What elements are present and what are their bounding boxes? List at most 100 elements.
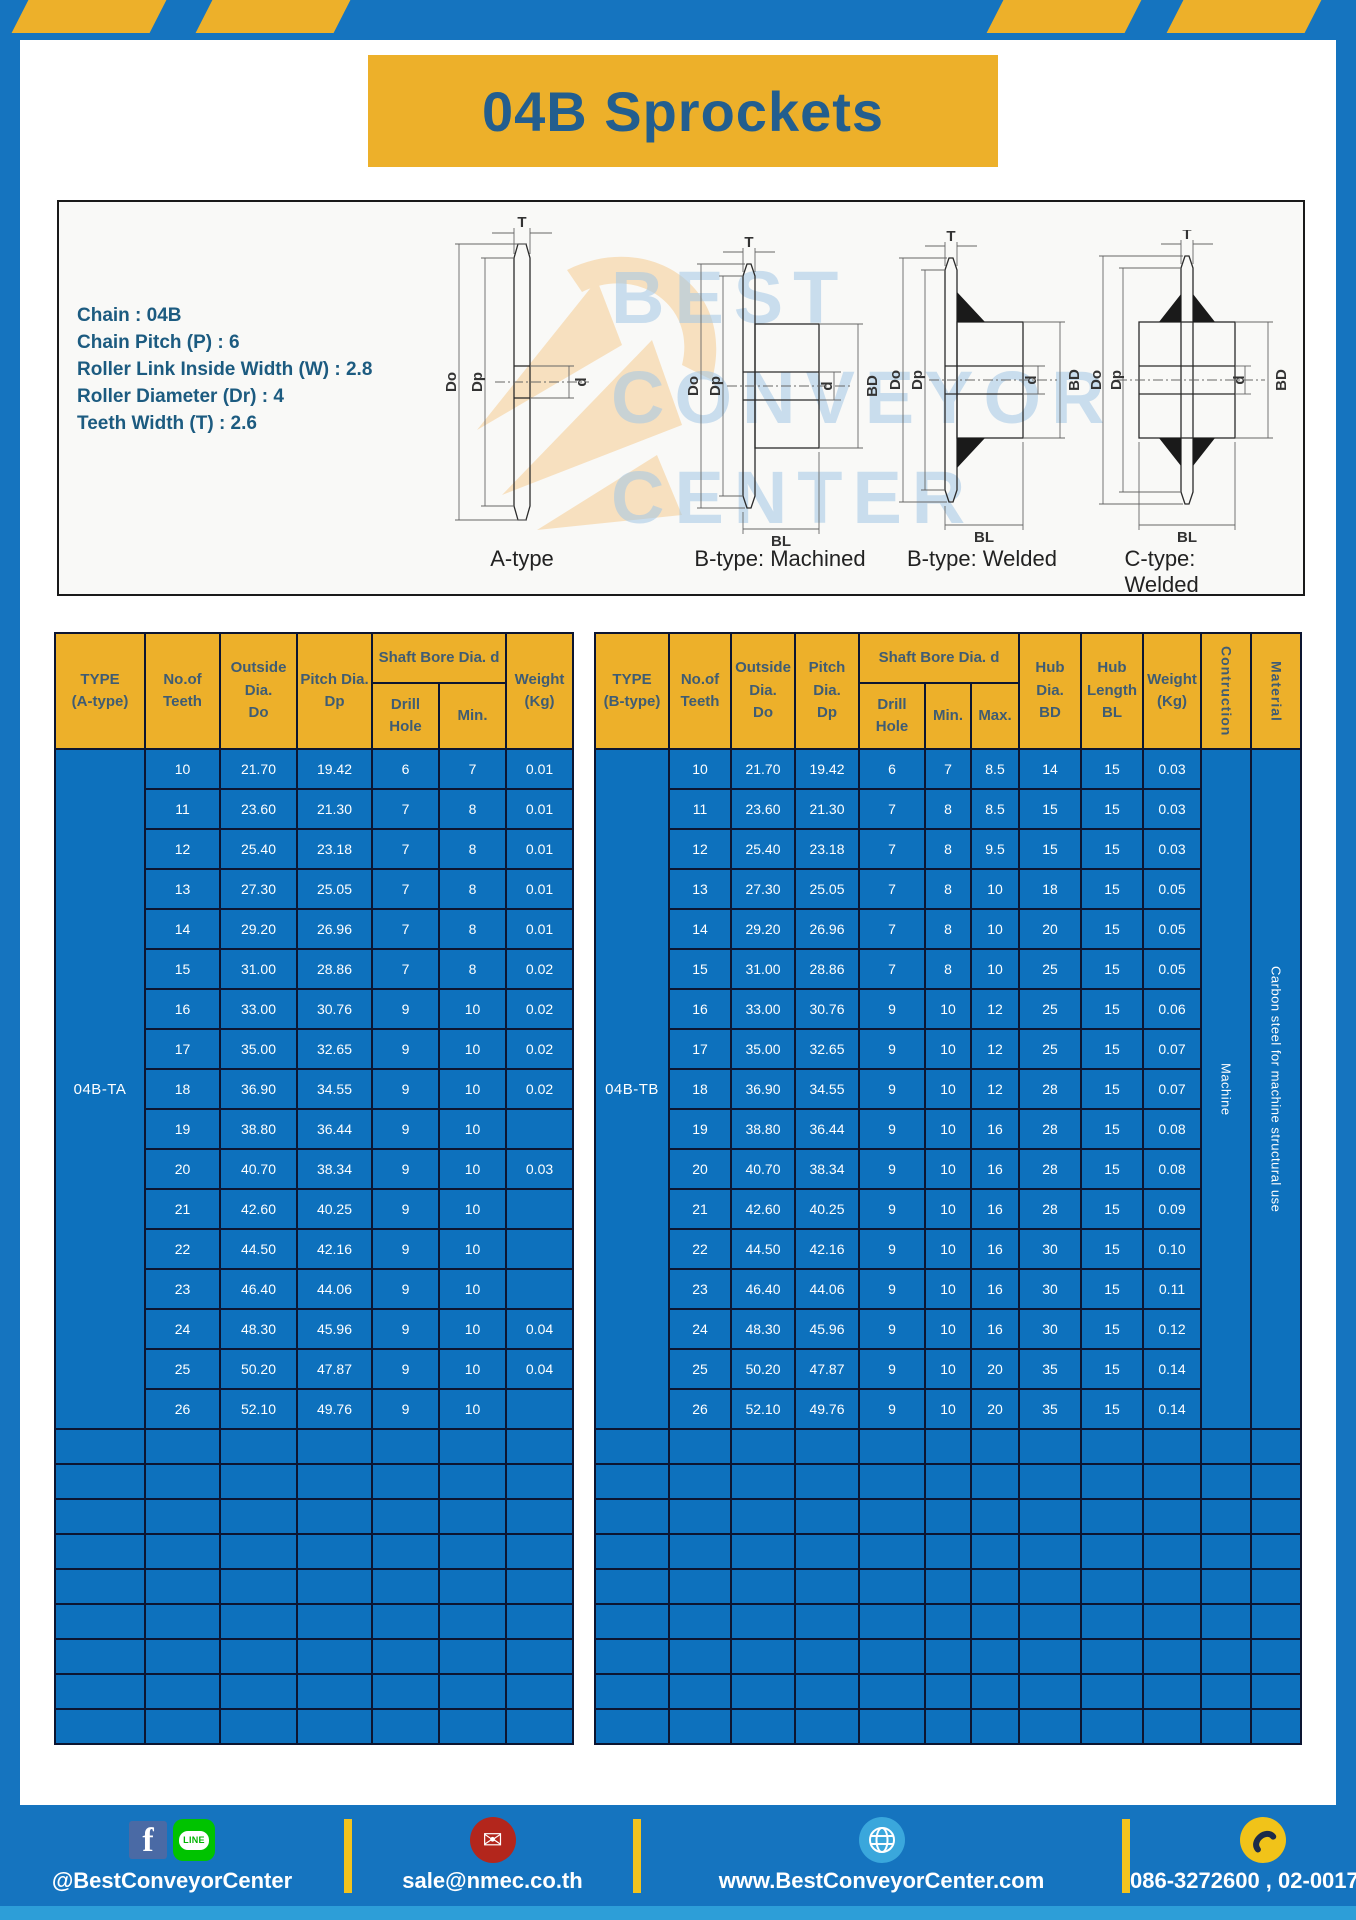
table-row: 15 31.00 28.86 7 8 10 25 15 0.05	[595, 948, 1301, 990]
empty-cell	[668, 1673, 732, 1710]
data-cell: 45.96	[794, 1308, 860, 1350]
col-header-hub-dia: Hub Dia. BD	[1018, 632, 1082, 750]
empty-cell	[858, 1428, 926, 1465]
data-cell: 6	[371, 748, 440, 790]
data-cell: 12	[970, 988, 1020, 1030]
dim-label-t: T	[517, 214, 526, 231]
data-cell: 40.70	[730, 1148, 796, 1190]
empty-cell	[858, 1638, 926, 1675]
empty-cell	[437, 1498, 508, 1535]
dim-label-bl: BL	[771, 533, 791, 548]
empty-cell	[219, 1673, 298, 1710]
data-cell: 24	[144, 1308, 221, 1350]
data-cell: 25.40	[219, 828, 298, 870]
empty-cell	[668, 1498, 732, 1535]
table-row: 11 23.60 21.30 7 8 8.5 15 15 0.03	[595, 788, 1301, 830]
data-cell: 10	[668, 748, 732, 790]
data-cell: 12	[144, 828, 221, 870]
data-cell: 19	[144, 1108, 221, 1150]
empty-cell	[1018, 1603, 1082, 1640]
data-cell: 7	[371, 908, 440, 950]
data-cell: 49.76	[794, 1388, 860, 1430]
data-cell: 21	[668, 1188, 732, 1230]
data-cell: 10	[924, 1388, 972, 1430]
empty-cell	[730, 1603, 796, 1640]
empty-cell	[1018, 1708, 1082, 1745]
empty-cell	[144, 1463, 221, 1500]
data-cell: 25	[668, 1348, 732, 1390]
empty-cell	[1142, 1708, 1202, 1745]
empty-cell	[1018, 1638, 1082, 1675]
data-cell: 9	[858, 1348, 926, 1390]
data-cell: 19	[668, 1108, 732, 1150]
data-cell: 18	[668, 1068, 732, 1110]
data-cell: 7	[371, 868, 440, 910]
empty-table-row	[594, 1533, 1302, 1570]
empty-cell	[1018, 1428, 1082, 1465]
data-cell: 23.18	[296, 828, 373, 870]
empty-cell	[219, 1428, 298, 1465]
data-cell: 15	[1080, 988, 1144, 1030]
data-cell: 9	[858, 1068, 926, 1110]
empty-cell	[219, 1708, 298, 1745]
table-row: 18 36.90 34.55 9 10 0.02	[55, 1068, 575, 1110]
col-header-shaft-bore: Shaft Bore Dia. d	[858, 632, 1020, 684]
data-cell: 38.80	[730, 1108, 796, 1150]
empty-cell	[668, 1428, 732, 1465]
empty-cell	[296, 1603, 373, 1640]
empty-cell	[970, 1638, 1020, 1675]
empty-cell	[1080, 1498, 1144, 1535]
data-cell: 44.06	[296, 1268, 373, 1310]
data-cell: 7	[371, 948, 440, 990]
empty-cell	[594, 1498, 670, 1535]
table-row: 04B-TB 10 21.70 19.42 6 7 8.5 14 15 0.03 Machine Ca…	[594, 748, 1302, 1430]
data-cell: 25	[1018, 948, 1082, 990]
phone-icon	[1239, 1817, 1286, 1863]
empty-cell	[296, 1673, 373, 1710]
empty-cell	[437, 1638, 508, 1675]
dim-label-bd: BD	[1273, 369, 1287, 391]
empty-cell	[924, 1568, 972, 1605]
data-cell: 28	[1018, 1108, 1082, 1150]
caption-c-welded: C-type: Welded	[1124, 546, 1199, 596]
empty-table-row	[54, 1568, 575, 1605]
empty-cell	[730, 1533, 796, 1570]
empty-cell	[54, 1533, 146, 1570]
empty-cell	[296, 1428, 373, 1465]
diagram-c-welded: T Do Dp d BD BL	[1088, 230, 1287, 544]
footer-divider	[1122, 1818, 1130, 1893]
data-cell: 38.34	[296, 1148, 373, 1190]
empty-cell	[219, 1638, 298, 1675]
data-cell: 10	[437, 1308, 508, 1350]
empty-cell	[794, 1463, 860, 1500]
data-cell: 9	[371, 1108, 440, 1150]
data-cell: 7	[858, 908, 926, 950]
data-cell: 15	[1080, 1308, 1144, 1350]
data-cell: 38.80	[219, 1108, 298, 1150]
empty-cell	[219, 1463, 298, 1500]
data-cell: 18	[1018, 868, 1082, 910]
footer-website-section: www.BestConveyorCenter.com	[641, 1805, 1122, 1906]
empty-cell	[1080, 1533, 1144, 1570]
empty-cell	[144, 1533, 221, 1570]
table-row: 14 29.20 26.96 7 8 10 20 15 0.05	[595, 908, 1301, 950]
data-cell: 45.96	[296, 1308, 373, 1350]
data-cell: 35	[1018, 1388, 1082, 1430]
table-row: 17 35.00 32.65 9 10 0.02	[55, 1028, 575, 1070]
data-cell: 9	[371, 1268, 440, 1310]
empty-cell	[924, 1498, 972, 1535]
empty-table-row	[594, 1673, 1302, 1710]
hazard-stripe	[195, 0, 351, 33]
empty-cell	[505, 1463, 575, 1500]
data-cell: 36.90	[730, 1068, 796, 1110]
data-cell: 30	[1018, 1228, 1082, 1270]
empty-cell	[54, 1708, 146, 1745]
empty-cell	[296, 1638, 373, 1675]
data-cell: 50.20	[219, 1348, 298, 1390]
data-cell: 15	[1018, 788, 1082, 830]
watermark-logo	[477, 256, 717, 530]
data-cell: 23	[668, 1268, 732, 1310]
data-cell: 28	[1018, 1148, 1082, 1190]
data-cell: 23.60	[730, 788, 796, 830]
table-row: 18 36.90 34.55 9 10 12 28 15 0.07	[595, 1068, 1301, 1110]
